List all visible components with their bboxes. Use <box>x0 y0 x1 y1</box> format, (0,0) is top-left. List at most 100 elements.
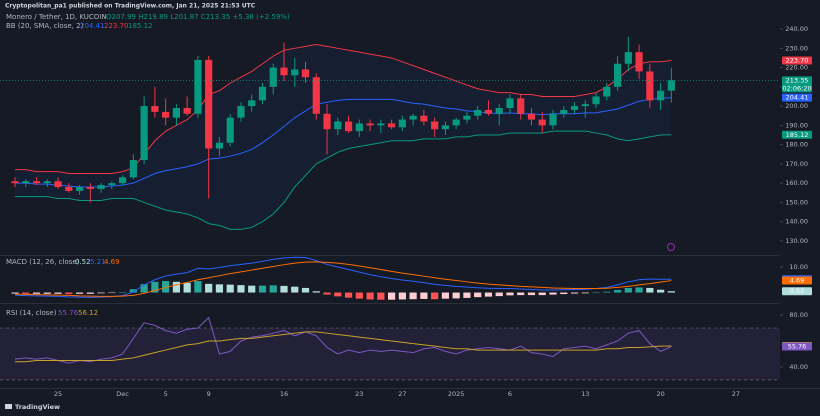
y-tick-label: 240.00 <box>785 25 808 33</box>
macd-histogram-bar <box>280 285 288 293</box>
macd-histogram-bar <box>86 292 94 294</box>
candle-body <box>409 115 417 120</box>
bb-title: BB (20, SMA, close, 2) <box>6 22 84 30</box>
macd-histogram-bar <box>527 292 536 296</box>
candle-body <box>474 109 482 116</box>
candle-body <box>355 123 363 132</box>
candle-body <box>162 111 170 118</box>
x-tick-label: 25 <box>54 390 62 398</box>
macd-histogram-bar <box>97 292 105 294</box>
y-tick-label: 180.00 <box>785 141 808 149</box>
bb-marker: 185.12 <box>786 131 809 139</box>
macd-histogram-bar <box>22 292 30 294</box>
candle-body <box>323 113 331 130</box>
macd-histogram-bar <box>108 292 116 294</box>
event-icon[interactable] <box>667 243 675 251</box>
macd-hist-value: 0.52 <box>75 258 91 266</box>
candle-body <box>388 123 396 128</box>
candle-body <box>624 52 632 64</box>
macd-histogram-bar <box>398 292 406 300</box>
macd-histogram-bar <box>506 292 514 296</box>
brand-logo <box>5 404 12 409</box>
macd-marker: 4.69 <box>790 277 804 285</box>
candle-body <box>635 52 643 72</box>
macd-histogram-bar <box>140 284 148 293</box>
macd-histogram-bar <box>323 292 331 295</box>
macd-histogram-bar <box>570 292 579 294</box>
macd-histogram-bar <box>151 281 159 293</box>
candle-body <box>54 181 62 188</box>
macd-title: MACD (12, 26, close) <box>6 258 80 266</box>
macd-histogram-bar <box>248 285 256 293</box>
rsi-marker: 55.76 <box>788 342 807 350</box>
candle-body <box>484 109 493 114</box>
x-tick-label: 20 <box>656 390 664 398</box>
candle-body <box>86 187 94 189</box>
macd-histogram-bar <box>183 282 191 293</box>
y-tick-label: 140.00 <box>785 218 808 226</box>
candle-body <box>97 185 105 189</box>
macd-histogram-bar <box>205 283 213 293</box>
candle-body <box>657 90 665 101</box>
candle-body <box>129 160 137 178</box>
macd-histogram-bar <box>119 292 127 293</box>
candle-body <box>344 121 353 132</box>
macd-histogram-bar <box>538 292 546 296</box>
macd-histogram-bar <box>32 292 41 294</box>
y-tick-label: 40.00 <box>789 363 808 371</box>
candle-body <box>75 187 84 191</box>
candle-body <box>441 125 449 130</box>
brand: TradingView <box>15 403 60 411</box>
macd-signal-value: 4.69 <box>104 258 120 266</box>
y-tick-label: 150.00 <box>785 198 808 206</box>
macd-hist-marker: 0.52 <box>790 287 804 295</box>
macd-line <box>14 256 672 298</box>
candle-body <box>301 69 310 78</box>
candle-body <box>248 100 256 107</box>
macd-histogram-bar <box>495 292 503 297</box>
macd-histogram-bar <box>463 292 471 298</box>
macd-histogram-bar <box>215 284 224 293</box>
macd-histogram-bar <box>431 292 439 300</box>
macd-line <box>14 261 672 297</box>
macd-histogram-bar <box>624 287 632 293</box>
x-tick-label: 16 <box>280 390 288 398</box>
candle-body <box>463 115 471 120</box>
candle-body <box>366 123 374 126</box>
candle-body <box>269 67 277 87</box>
macd-histogram-bar <box>65 292 73 295</box>
y-tick-label: 10.00 <box>789 263 808 271</box>
macd-histogram-bar <box>613 289 622 293</box>
macd-histogram-bar <box>635 287 643 293</box>
candle-body <box>506 98 514 109</box>
candle-body <box>334 121 342 130</box>
macd-histogram-bar <box>603 291 611 293</box>
candle-body <box>570 106 579 110</box>
candle-body <box>581 104 589 107</box>
x-tick-label: 9 <box>207 390 211 398</box>
x-tick-label: 6 <box>508 390 512 398</box>
candle-body <box>194 59 202 114</box>
macd-histogram-bar <box>441 292 449 299</box>
candle-body <box>183 108 191 114</box>
x-tick-label: 27 <box>398 390 406 398</box>
macd-histogram-bar <box>291 286 299 293</box>
macd-histogram-bar <box>237 285 245 293</box>
rsi-title: RSI (14, close) <box>6 309 57 317</box>
macd-histogram-bar <box>43 292 51 294</box>
candle-body <box>119 177 127 184</box>
candle-body <box>420 115 428 122</box>
candle-body <box>172 108 180 118</box>
candle-body <box>398 119 406 128</box>
y-tick-label: 130.00 <box>785 237 808 245</box>
macd-marker-box <box>782 276 812 285</box>
candle-body <box>549 113 557 126</box>
candle-body <box>560 109 568 114</box>
candle-body <box>108 183 116 186</box>
macd-histogram-bar <box>474 292 482 298</box>
candle-body <box>280 67 288 76</box>
candle-body <box>215 142 224 149</box>
y-tick-label: 80.00 <box>789 311 808 319</box>
macd-histogram-bar <box>162 281 170 293</box>
